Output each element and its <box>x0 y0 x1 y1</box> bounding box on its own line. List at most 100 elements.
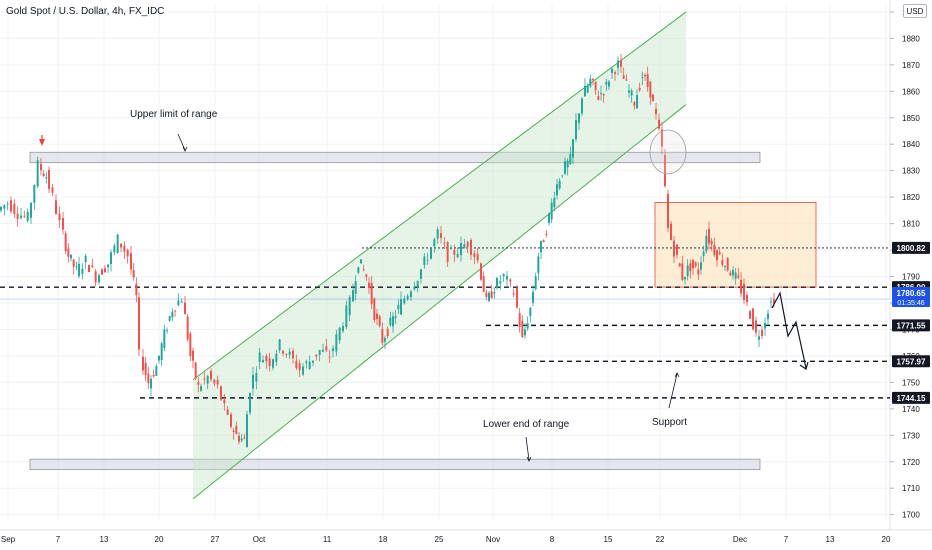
candle-body <box>572 139 574 158</box>
candle-body <box>101 269 103 275</box>
candle-body <box>40 164 42 171</box>
time-axis[interactable]: Sep 7 13 20 27 Oct 11 18 25 Nov 8 15 22 Dec 7 13 20 <box>1 535 891 544</box>
candle-body <box>705 235 708 252</box>
candle-body <box>681 263 684 280</box>
candle-body <box>223 399 226 404</box>
candle-body <box>203 378 206 380</box>
candle-body <box>655 108 657 115</box>
x-tick-label: 13 <box>100 535 109 544</box>
candle-body <box>608 81 610 87</box>
candle-body <box>381 328 384 343</box>
candle-body <box>171 311 174 318</box>
candle-body <box>338 327 341 341</box>
drawing-annotations <box>39 129 809 462</box>
y-tick-label: 1810 <box>902 220 920 229</box>
candle-body <box>545 233 548 236</box>
candle-body <box>578 113 580 123</box>
red-down-arrow-icon <box>39 139 45 146</box>
candle-body <box>58 213 61 221</box>
candle-body <box>243 437 246 439</box>
candle-body <box>397 305 400 310</box>
candle-body <box>177 300 180 306</box>
candle-body <box>476 253 479 261</box>
candle-body <box>104 268 106 273</box>
y-tick-label: 1850 <box>902 114 920 123</box>
candle-body <box>362 269 365 271</box>
y-tick-label: 1700 <box>902 511 920 520</box>
candle-body <box>556 184 558 196</box>
y-tick-label: 1820 <box>902 193 920 202</box>
candle-body <box>213 379 216 384</box>
candle-body <box>10 200 12 212</box>
candle-body <box>638 87 641 91</box>
candle-body <box>453 249 456 255</box>
currency-badge[interactable]: USD <box>903 4 927 18</box>
range-zones <box>29 151 761 471</box>
candle-body <box>542 240 545 243</box>
candle-body <box>490 291 493 298</box>
x-tick-label: Dec <box>733 535 747 544</box>
candle-body <box>502 274 505 277</box>
candle-body <box>678 263 681 267</box>
candle-body <box>168 316 171 321</box>
candle-body <box>611 68 613 74</box>
candle-body <box>288 351 291 355</box>
candle-body <box>373 298 376 321</box>
candle-body <box>718 252 721 255</box>
candle-body <box>646 74 649 87</box>
candle-body <box>548 213 550 223</box>
lower-range-zone <box>29 458 761 471</box>
candle-body <box>135 283 138 296</box>
candle-body <box>586 85 589 93</box>
candle-body <box>144 362 147 376</box>
candle-body <box>298 363 301 371</box>
y-tick-label: 1710 <box>902 484 920 493</box>
candle-body <box>352 290 354 302</box>
candle-body <box>764 322 766 329</box>
y-tick-label: 1830 <box>902 167 920 176</box>
x-tick-label: 18 <box>379 535 388 544</box>
candle-body <box>384 338 386 342</box>
candle-body <box>758 336 760 340</box>
candle-body <box>697 269 700 275</box>
candle-body <box>716 250 718 261</box>
candle-body <box>335 334 338 352</box>
candle-body <box>633 102 636 106</box>
candle-body <box>275 353 278 362</box>
candle-body <box>98 275 100 283</box>
candle-body <box>602 94 605 96</box>
channel-lower-line <box>192 104 687 500</box>
candle-body <box>516 287 518 308</box>
candle-body <box>605 81 608 85</box>
candle-body <box>130 253 132 270</box>
candle-body <box>226 409 229 415</box>
candle-body <box>322 349 324 352</box>
candle-body <box>470 239 472 255</box>
candle-body <box>189 333 192 357</box>
x-tick-label: Sep <box>1 535 16 544</box>
candle-body <box>625 79 628 81</box>
candle-body <box>246 414 248 448</box>
candle-body <box>737 275 740 278</box>
y-tick-label: 1720 <box>902 458 920 467</box>
candle-body <box>262 360 264 363</box>
candle-body <box>328 356 331 358</box>
candle-body <box>456 253 459 258</box>
candle-body <box>423 256 426 265</box>
candle-body <box>443 242 446 244</box>
candle-body <box>113 245 116 253</box>
x-tick-label: 27 <box>211 535 220 544</box>
price-axis[interactable]: 1700171017201730174017501760177017801790… <box>890 8 920 520</box>
candle-body <box>550 202 553 220</box>
candle-body <box>16 213 19 219</box>
candle-body <box>272 359 274 368</box>
candle-body <box>620 60 622 67</box>
candle-body <box>594 81 597 90</box>
candle-body <box>200 386 202 391</box>
candle-body <box>564 161 566 174</box>
candle-body <box>512 293 515 295</box>
candle-body <box>67 248 70 257</box>
candle-body <box>268 358 271 366</box>
candle-body <box>700 262 702 270</box>
